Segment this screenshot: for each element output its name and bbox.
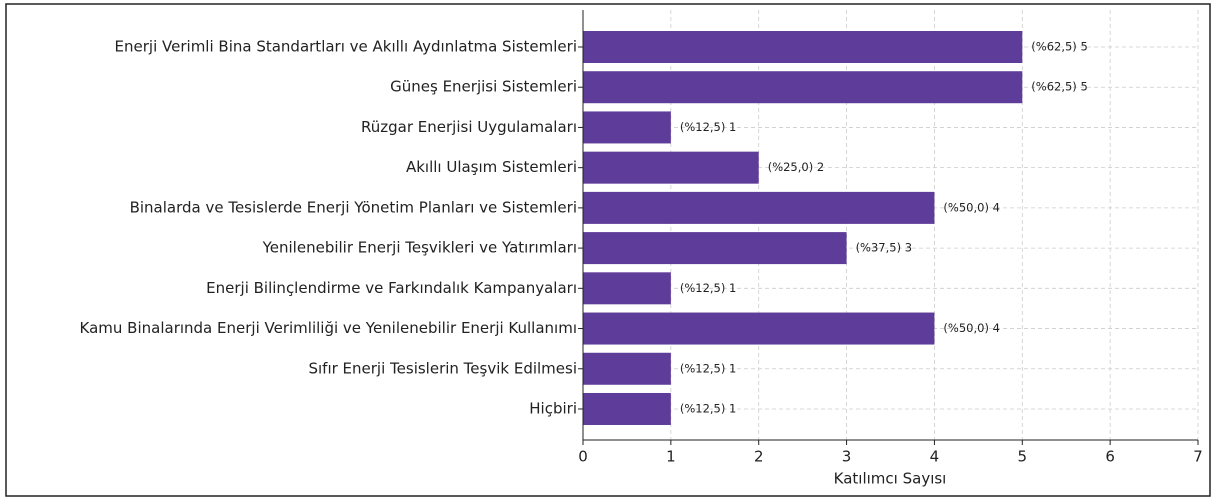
- bar: [583, 111, 671, 144]
- value-label: (%50,0) 4: [943, 200, 999, 214]
- y-tick-label: Yenilenebilir Enerji Teşvikleri ve Yatır…: [262, 239, 577, 257]
- y-tick-label: Kamu Binalarında Enerji Verimliliği ve Y…: [80, 319, 577, 337]
- value-label: (%62,5) 5: [1031, 40, 1087, 54]
- bar: [583, 392, 671, 425]
- value-label: (%25,0) 2: [768, 160, 824, 174]
- value-label: (%12,5) 1: [680, 401, 736, 415]
- x-tick-label: 1: [666, 448, 676, 466]
- bar: [583, 272, 671, 305]
- value-label: (%62,5) 5: [1031, 80, 1087, 94]
- bar: [583, 191, 935, 224]
- x-tick-label: 7: [1193, 448, 1203, 466]
- frame: [5, 3, 1211, 497]
- x-axis-label: Katılımcı Sayısı: [834, 470, 947, 488]
- y-tick-label: Sıfır Enerji Tesislerin Teşvik Edilmesi: [308, 359, 577, 377]
- value-label: (%12,5) 1: [680, 120, 736, 134]
- x-tick-label: 5: [1018, 448, 1028, 466]
- bar: [583, 232, 847, 265]
- value-label: (%37,5) 3: [856, 241, 912, 255]
- y-tick-label: Akıllı Ulaşım Sistemleri: [406, 158, 577, 176]
- y-tick-label: Güneş Enerjisi Sistemleri: [390, 78, 577, 96]
- x-tick-label: 3: [842, 448, 852, 466]
- bar: [583, 71, 1023, 104]
- x-tick-label: 4: [930, 448, 940, 466]
- x-tick-label: 0: [578, 448, 588, 466]
- x-tick-label: 2: [754, 448, 764, 466]
- value-label: (%12,5) 1: [680, 281, 736, 295]
- bar: [583, 312, 935, 345]
- x-tick-label: 6: [1105, 448, 1115, 466]
- bar: [583, 151, 759, 184]
- value-label: (%12,5) 1: [680, 361, 736, 375]
- bar: [583, 352, 671, 385]
- y-tick-label: Enerji Bilinçlendirme ve Farkındalık Kam…: [206, 279, 577, 297]
- y-tick-label: Enerji Verimli Bina Standartları ve Akıl…: [115, 38, 577, 56]
- y-tick-label: Hiçbiri: [529, 399, 577, 417]
- y-tick-label: Rüzgar Enerjisi Uygulamaları: [361, 118, 577, 136]
- bar: [583, 31, 1023, 63]
- y-tick-label: Binalarda ve Tesislerde Enerji Yönetim P…: [130, 198, 577, 216]
- value-label: (%50,0) 4: [943, 321, 999, 335]
